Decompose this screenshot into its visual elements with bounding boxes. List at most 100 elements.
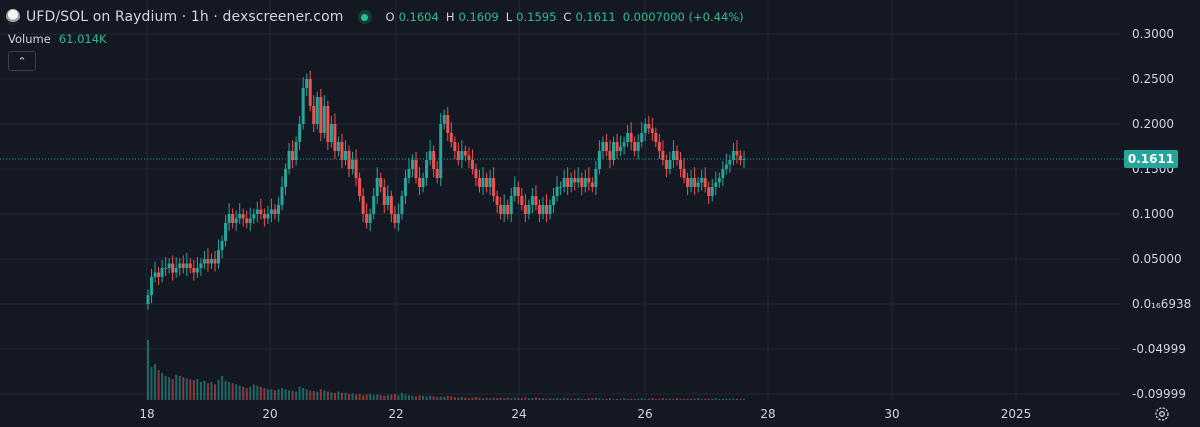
volume-bar: [263, 388, 266, 400]
candle-body: [555, 187, 559, 196]
candle-body: [379, 178, 383, 187]
volume-bar: [474, 397, 477, 400]
candle-body: [700, 178, 704, 183]
candle-body: [622, 142, 626, 147]
volume-bar: [545, 398, 548, 400]
y-tick-label: 0.2000: [1132, 117, 1174, 131]
candle-body: [657, 142, 661, 151]
volume-bar: [259, 386, 262, 400]
candle-body: [545, 205, 549, 214]
candle-body: [351, 160, 355, 169]
candle-body: [717, 178, 721, 183]
volume-bar: [520, 398, 523, 400]
volume-bar: [245, 388, 248, 400]
candle-body: [435, 169, 439, 178]
candle-body: [488, 178, 492, 187]
volume-bar: [594, 397, 597, 400]
volume-bar: [457, 397, 460, 400]
candle-body: [231, 214, 235, 223]
candle-body: [738, 155, 742, 160]
ohlc-close-key: C: [563, 10, 572, 24]
candle-body: [259, 209, 263, 214]
candle-body: [463, 151, 467, 156]
candle-body: [569, 178, 573, 187]
candle-body: [710, 187, 714, 196]
candle-body: [343, 151, 347, 160]
candle-body: [675, 151, 679, 160]
candle-body: [686, 178, 690, 187]
candle-body: [382, 187, 386, 205]
x-tick-label: 24: [511, 407, 526, 421]
volume-bar: [203, 380, 206, 400]
chart-title: UFD/SOL on Raydium · 1h · dexscreener.co…: [26, 9, 344, 25]
volume-bar: [415, 396, 418, 400]
candle-body: [513, 187, 517, 196]
volume-bar: [619, 398, 622, 400]
volume-bar: [735, 398, 738, 400]
candle-body: [707, 187, 711, 196]
volume-bar: [591, 398, 594, 400]
volume-bar: [217, 379, 220, 400]
candle-body: [393, 214, 397, 223]
candle-body: [576, 178, 580, 183]
candle-body: [386, 196, 390, 205]
ohlc-open-value: 0.1604: [398, 10, 439, 24]
y-tick-label: 0.2500: [1132, 72, 1174, 86]
candle-body: [319, 97, 323, 133]
ohlc-readout: O 0.1604 H 0.1609 L 0.1595 C 0.1611 0.000700…: [386, 10, 747, 24]
volume-bar: [732, 398, 735, 400]
candle-body: [520, 196, 524, 205]
candle-body: [615, 142, 619, 151]
volume-bar: [273, 390, 276, 400]
candle-body: [287, 151, 291, 169]
volume-bar: [496, 398, 499, 400]
volume-bar: [598, 398, 601, 400]
volume-bar: [721, 398, 724, 400]
volume-bar: [612, 398, 615, 400]
volume-bar: [372, 395, 375, 400]
candle-body: [566, 178, 570, 187]
volume-bar: [464, 397, 467, 400]
candle-body: [442, 115, 446, 124]
candle-body: [421, 178, 425, 187]
candle-body: [453, 142, 457, 151]
volume-bar: [531, 398, 534, 400]
volume-bar: [185, 378, 188, 400]
volume-bar: [718, 398, 721, 400]
candle-body: [516, 187, 520, 196]
volume-bar: [446, 395, 449, 400]
candle-body: [731, 151, 735, 160]
volume-bar: [362, 395, 365, 400]
candle-body: [315, 97, 319, 124]
candle-body: [724, 164, 728, 169]
candle-body: [552, 196, 556, 205]
gear-icon[interactable]: [1153, 405, 1171, 423]
candle-body: [573, 178, 577, 183]
candle-body: [153, 272, 157, 277]
volume-bar: [665, 398, 668, 400]
volume-bar: [683, 398, 686, 400]
candle-body: [326, 106, 330, 142]
volume-bar: [355, 394, 358, 400]
x-tick-label: 20: [262, 407, 277, 421]
volume-bar: [436, 397, 439, 400]
candle-body: [340, 142, 344, 160]
candle-body: [410, 160, 414, 169]
volume-bar: [432, 396, 435, 400]
candle-body: [495, 196, 499, 205]
volume-bar: [556, 398, 559, 400]
candle-body: [206, 259, 210, 264]
volume-bar: [348, 394, 351, 400]
volume-bar: [534, 397, 537, 400]
volume-bar: [404, 394, 407, 400]
ohlc-high-value: 0.1609: [458, 10, 499, 24]
volume-bar: [601, 398, 604, 400]
collapse-legend-button[interactable]: ⌃: [8, 51, 36, 71]
volume-bar: [206, 383, 209, 400]
candle-body: [248, 218, 252, 223]
volume-bar: [506, 397, 509, 400]
candle-body: [597, 151, 601, 169]
candle-body: [269, 209, 273, 214]
volume-bar: [707, 398, 710, 400]
